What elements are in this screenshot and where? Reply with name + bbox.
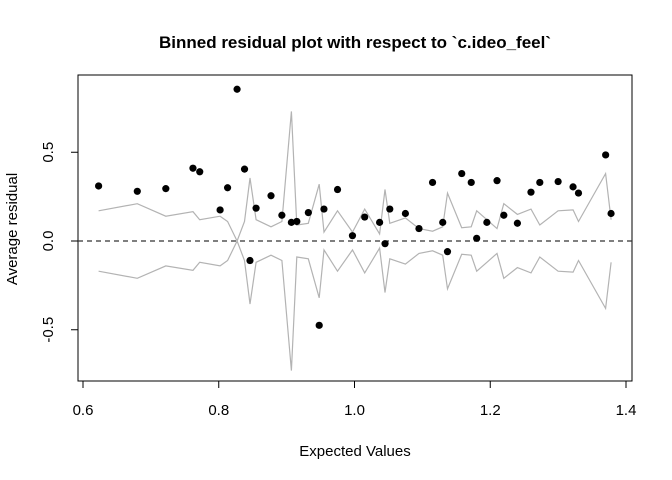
residual-point <box>361 213 369 221</box>
residual-point <box>287 218 295 226</box>
lower-bound-line <box>98 239 612 371</box>
residual-point <box>493 177 501 185</box>
residual-point <box>304 209 312 217</box>
residual-point <box>607 209 615 218</box>
residual-point <box>381 240 389 248</box>
x-tick-label: 0.8 <box>208 402 229 419</box>
residual-point <box>554 177 562 186</box>
residual-point <box>240 165 249 173</box>
residual-point <box>196 168 204 176</box>
x-tick-label: 1.2 <box>480 402 501 419</box>
residual-point <box>513 219 522 227</box>
residual-point <box>386 205 394 213</box>
residual-point <box>233 85 241 93</box>
residual-point <box>527 188 535 196</box>
residual-point <box>278 211 286 219</box>
residual-point <box>500 211 508 219</box>
upper-bound-line <box>98 111 612 243</box>
residual-point <box>483 218 491 226</box>
residual-point <box>348 232 357 240</box>
residual-point <box>133 187 141 195</box>
residual-point <box>574 189 583 197</box>
x-tick-label: 0.6 <box>73 402 94 419</box>
residual-point <box>252 204 260 212</box>
residual-point <box>443 248 452 256</box>
x-tick-label: 1.0 <box>344 402 365 419</box>
residual-point <box>415 224 423 233</box>
residual-point <box>473 234 481 242</box>
residual-point <box>428 178 437 187</box>
y-tick-label: -0.5 <box>40 317 57 343</box>
chart-title: Binned residual plot with respect to `c.… <box>159 33 551 52</box>
residual-point <box>162 185 170 193</box>
residual-point <box>333 185 342 194</box>
residual-point <box>467 178 475 187</box>
residual-point <box>216 206 224 214</box>
residual-point <box>602 151 610 159</box>
residual-point <box>267 192 275 200</box>
x-axis-label: Expected Values <box>299 443 410 460</box>
y-tick-label: 0.5 <box>40 142 57 163</box>
plot-area: 0.6 0.8 1.0 1.2 1.4 -0.5 0.0 0.5 <box>40 74 637 419</box>
residual-point <box>315 321 323 329</box>
residual-point <box>246 256 254 265</box>
residual-point <box>189 164 197 172</box>
residual-point <box>536 178 544 187</box>
y-axis-label: Average residual <box>4 173 21 285</box>
residual-point <box>569 183 577 191</box>
residual-point <box>401 209 410 218</box>
residual-point <box>95 182 103 190</box>
residual-point <box>223 184 232 192</box>
y-tick-label: 0.0 <box>40 231 57 252</box>
residual-point <box>439 218 447 226</box>
residual-point <box>458 169 466 178</box>
residual-point <box>293 217 301 226</box>
residual-point <box>320 205 328 213</box>
x-tick-label: 1.4 <box>616 402 637 419</box>
residual-point <box>376 218 384 226</box>
